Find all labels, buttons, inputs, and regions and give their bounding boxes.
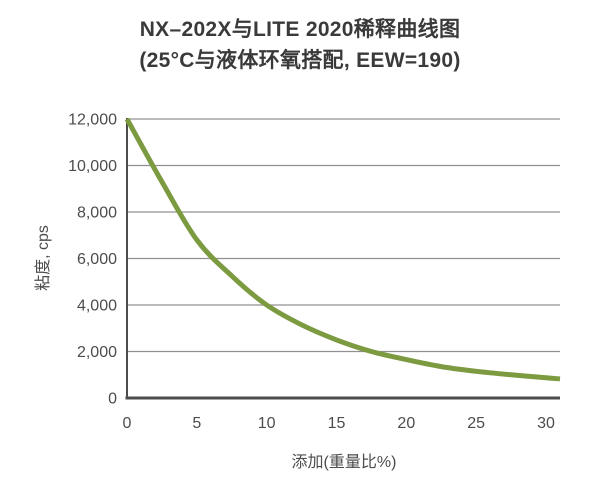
viscosity-curve bbox=[124, 117, 561, 382]
y-tick-label: 4,000 bbox=[77, 298, 117, 315]
y-tick-label: 6,000 bbox=[77, 251, 117, 268]
y-tick-labels: 0 2,000 4,000 6,000 8,000 10,000 12,000 bbox=[68, 112, 117, 408]
chart-title-line2: (25°C与液体环氧搭配, EEW=190) bbox=[139, 49, 461, 72]
chart-title-block: NX–202X与LITE 2020稀释曲线图 (25°C与液体环氧搭配, EEW… bbox=[0, 14, 600, 76]
x-tick-labels: 0 5 10 15 20 25 30 bbox=[123, 415, 555, 432]
x-tick-label: 10 bbox=[258, 415, 276, 432]
y-tick-label: 8,000 bbox=[77, 205, 117, 222]
x-tick-label: 0 bbox=[123, 415, 132, 432]
y-axis-title: 粘度, cps bbox=[34, 225, 52, 291]
y-tick-label: 12,000 bbox=[68, 112, 117, 129]
x-tick-label: 20 bbox=[397, 415, 415, 432]
x-axis-title: 添加(重量比%) bbox=[292, 453, 397, 471]
y-tick-label: 10,000 bbox=[68, 158, 117, 175]
y-tick-label: 2,000 bbox=[77, 344, 117, 361]
x-tick-label: 5 bbox=[192, 415, 201, 432]
gridlines bbox=[127, 118, 560, 353]
y-tick-label: 0 bbox=[108, 391, 117, 408]
x-tick-label: 15 bbox=[328, 415, 346, 432]
x-tick-label: 30 bbox=[537, 415, 555, 432]
x-tick-label: 25 bbox=[467, 415, 485, 432]
chart-title-line1: NX–202X与LITE 2020稀释曲线图 bbox=[139, 18, 461, 41]
